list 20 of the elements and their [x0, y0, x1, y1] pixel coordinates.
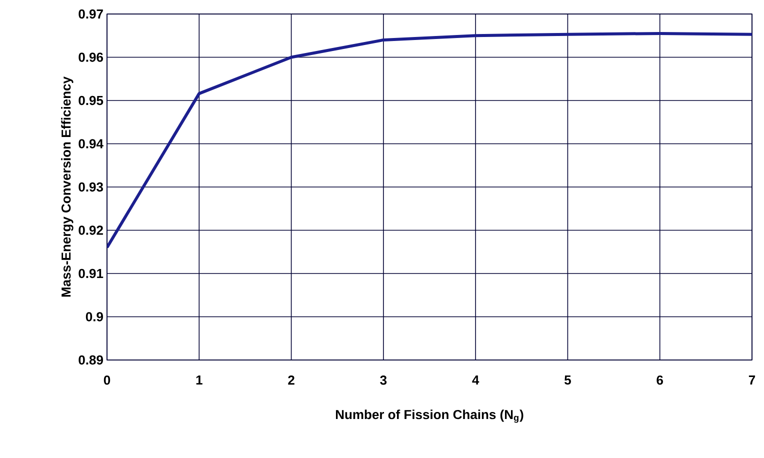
y-tick-label: 0.94: [78, 139, 104, 148]
x-axis-title: Number of Fission Chains (N$_{g}$): [336, 410, 524, 423]
x-tick-label: 7: [748, 376, 756, 384]
y-tick-label: 0.92: [78, 226, 103, 235]
y-tick-label: 0.93: [78, 182, 104, 192]
x-tick-label: 6: [656, 376, 663, 385]
y-axis-title: Mass-Energy Conversion Efficiency: [61, 76, 74, 297]
line-series: [107, 32, 752, 250]
x-tick-label: 2: [288, 376, 294, 385]
x-tick-label: 3: [380, 376, 387, 385]
y-tick-label: 0.91: [78, 268, 104, 278]
x-tick-label: 5: [564, 376, 571, 385]
x-tick-label: 4: [472, 376, 480, 384]
y-tick-label: 0.96: [78, 52, 104, 62]
x-tick-label: 1: [196, 376, 202, 384]
y-tick-label: 0.97: [78, 9, 103, 19]
x-tick-label: 0: [104, 376, 110, 385]
y-tick-label: 0.89: [78, 355, 103, 365]
y-tick-label: 0.95: [78, 96, 104, 106]
y-tick-label: 0.9: [86, 312, 103, 322]
